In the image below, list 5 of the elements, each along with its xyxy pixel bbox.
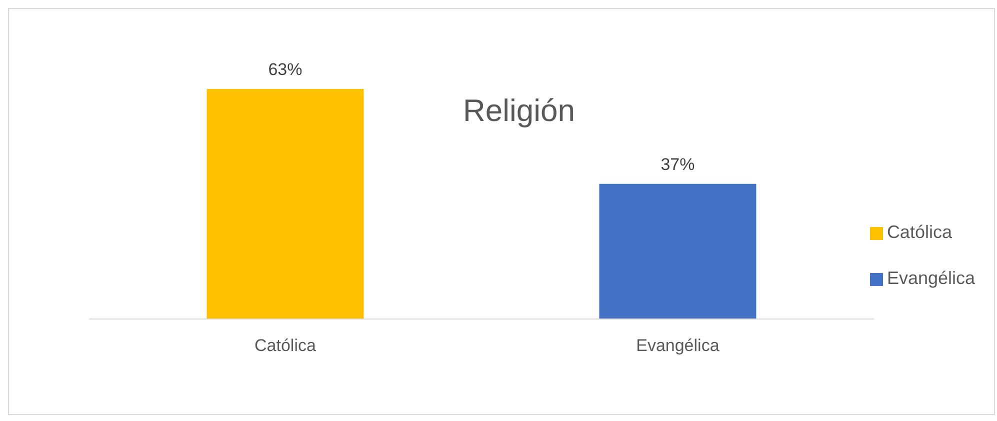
data-label: 37% bbox=[660, 154, 695, 174]
legend-label: Evangélica bbox=[886, 268, 975, 288]
legend-label: Católica bbox=[886, 222, 952, 242]
data-label: 63% bbox=[268, 60, 302, 79]
chart-title: Religión bbox=[462, 93, 576, 129]
